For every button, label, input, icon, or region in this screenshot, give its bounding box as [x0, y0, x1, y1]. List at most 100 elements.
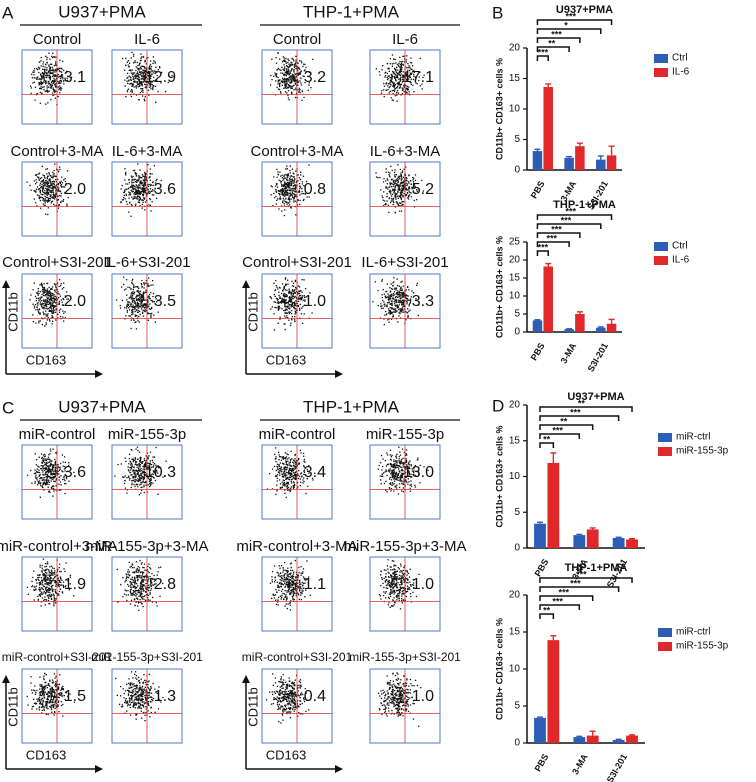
event-dot	[60, 296, 61, 297]
event-dot	[49, 185, 50, 186]
event-dot	[399, 72, 400, 73]
event-dot	[389, 198, 390, 199]
event-dot	[293, 293, 294, 294]
event-dot	[141, 300, 142, 301]
event-dot	[279, 306, 280, 307]
event-dot	[290, 77, 291, 78]
event-dot	[48, 200, 49, 201]
event-dot	[385, 75, 386, 76]
event-dot	[148, 455, 149, 456]
event-dot	[141, 91, 142, 92]
event-dot	[126, 299, 127, 300]
plot-label: IL-6+3-MA	[370, 143, 440, 160]
event-dot	[60, 316, 61, 317]
event-dot	[40, 200, 41, 201]
event-dot	[287, 306, 288, 307]
event-dot	[397, 290, 398, 291]
event-dot	[43, 81, 44, 82]
event-dot	[294, 316, 295, 317]
event-dot	[137, 62, 138, 63]
event-dot	[285, 296, 286, 297]
event-dot	[292, 195, 293, 196]
event-dot	[391, 301, 392, 302]
event-dot	[276, 285, 277, 286]
event-dot	[293, 296, 294, 297]
event-dot	[55, 474, 56, 475]
event-dot	[382, 297, 383, 298]
event-dot	[398, 312, 399, 313]
event-dot	[141, 84, 142, 85]
event-dot	[136, 309, 137, 310]
event-dot	[52, 76, 53, 77]
event-dot	[50, 79, 51, 80]
event-dot	[387, 85, 388, 86]
event-dot	[45, 301, 46, 302]
event-dot	[142, 481, 143, 482]
event-dot	[138, 316, 139, 317]
event-dot	[46, 599, 47, 600]
event-dot	[394, 172, 395, 173]
event-dot	[289, 79, 290, 80]
event-dot	[287, 78, 288, 79]
event-dot	[127, 310, 128, 311]
event-dot	[274, 72, 275, 73]
event-dot	[43, 185, 44, 186]
event-dot	[398, 93, 399, 94]
event-dot	[139, 187, 140, 188]
event-dot	[134, 301, 135, 302]
event-dot	[45, 569, 46, 570]
event-dot	[125, 173, 126, 174]
event-dot	[129, 84, 130, 85]
event-dot	[391, 283, 392, 284]
event-dot	[48, 91, 49, 92]
event-dot	[294, 75, 295, 76]
event-dot	[131, 298, 132, 299]
event-dot	[151, 184, 152, 185]
event-dot	[128, 212, 129, 213]
event-dot	[402, 190, 403, 191]
event-dot	[278, 191, 279, 192]
event-dot	[129, 479, 130, 480]
event-dot	[141, 187, 142, 188]
event-dot	[135, 187, 136, 188]
event-dot	[37, 466, 38, 467]
event-dot	[150, 191, 151, 192]
event-dot	[152, 88, 153, 89]
event-dot	[138, 202, 139, 203]
event-dot	[291, 313, 292, 314]
event-dot	[401, 211, 402, 212]
event-dot	[133, 291, 134, 292]
event-dot	[289, 99, 290, 100]
event-dot	[54, 175, 55, 176]
event-dot	[45, 80, 46, 81]
event-dot	[55, 591, 56, 592]
event-dot	[139, 293, 140, 294]
event-dot	[35, 100, 36, 101]
event-dot	[399, 57, 400, 58]
event-dot	[301, 188, 302, 189]
event-dot	[40, 567, 41, 568]
event-dot	[271, 194, 272, 195]
event-dot	[63, 320, 64, 321]
event-dot	[284, 299, 285, 300]
event-dot	[286, 284, 287, 285]
event-dot	[291, 297, 292, 298]
event-dot	[388, 295, 389, 296]
event-dot	[130, 296, 131, 297]
event-dot	[43, 295, 44, 296]
event-dot	[390, 63, 391, 64]
event-dot	[382, 300, 383, 301]
event-dot	[402, 307, 403, 308]
event-dot	[292, 86, 293, 87]
event-dot	[133, 56, 134, 57]
event-dot	[286, 72, 287, 73]
event-dot	[281, 81, 282, 82]
event-dot	[150, 292, 151, 293]
event-dot	[388, 308, 389, 309]
event-dot	[35, 87, 36, 88]
event-dot	[40, 73, 41, 74]
event-dot	[274, 294, 275, 295]
event-dot	[35, 202, 36, 203]
event-dot	[59, 591, 60, 592]
group-title: U937+PMA	[58, 2, 146, 21]
